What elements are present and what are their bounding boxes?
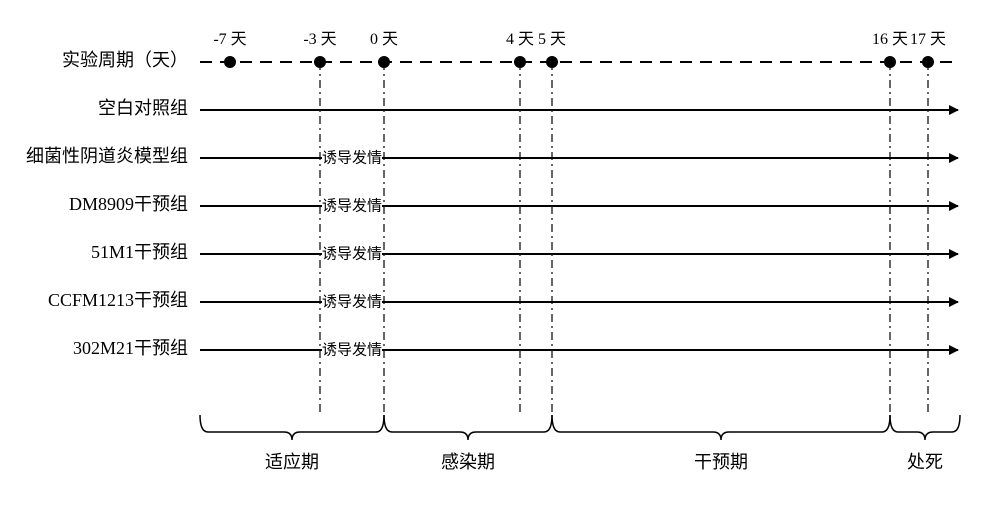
row-annotation: 诱导发情 (322, 149, 382, 166)
phase-label: 适应期 (265, 452, 319, 472)
row-label: 空白对照组 (98, 98, 188, 118)
phase-bracket (200, 415, 384, 440)
row-label: 302M21干预组 (73, 338, 188, 358)
row-label: 细菌性阴道炎模型组 (26, 146, 188, 166)
tick-label: -7 天 (213, 31, 246, 48)
tick-marker (224, 56, 236, 68)
tick-label: 16 天 (872, 31, 908, 48)
phase-label: 感染期 (441, 452, 495, 472)
row-label: DM8909干预组 (69, 194, 188, 214)
row-annotation: 诱导发情 (322, 341, 382, 358)
row-annotation: 诱导发情 (322, 293, 382, 310)
tick-label: -3 天 (303, 31, 336, 48)
tick-label: 5 天 (538, 31, 566, 48)
phase-label: 处死 (907, 452, 943, 472)
tick-label: 4 天 (506, 31, 534, 48)
row-annotation: 诱导发情 (322, 197, 382, 214)
phase-label: 干预期 (694, 452, 748, 472)
timeline-diagram: 实验周期（天） -7 天 -3 天 0 天 4 天5 天 16 天17 天空白对照组细菌性… (20, 20, 980, 506)
phase-bracket (552, 415, 890, 440)
tick-label: 0 天 (370, 31, 398, 48)
phase-bracket (384, 415, 552, 440)
row-label: CCFM1213干预组 (48, 290, 188, 310)
phase-bracket (890, 415, 960, 440)
header-label: 实验周期（天） (62, 50, 188, 70)
row-annotation: 诱导发情 (322, 245, 382, 262)
row-label: 51M1干预组 (91, 242, 188, 262)
tick-label: 17 天 (910, 31, 946, 48)
